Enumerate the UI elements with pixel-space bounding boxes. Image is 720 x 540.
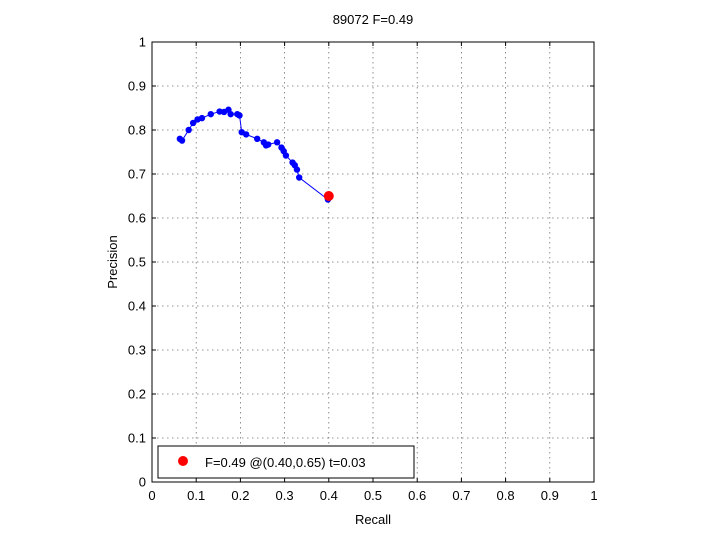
series-point <box>189 119 197 127</box>
y-tick-label: 0 <box>139 475 146 490</box>
y-tick-label: 1 <box>139 35 146 50</box>
series-point <box>236 112 243 119</box>
x-tick-label: 0.6 <box>408 488 426 503</box>
series-line <box>179 109 329 200</box>
y-tick-label: 0.5 <box>128 255 146 270</box>
y-axis-label: Precision <box>105 235 120 288</box>
x-tick-label: 0.2 <box>231 488 249 503</box>
chart-title: 89072 F=0.49 <box>333 12 414 27</box>
axis-ticks: 0 0.1 0.2 0.3 0.4 0.5 0.6 0.7 0.8 0.9 1 0 0.1 0.2 0.3 0… <box>128 35 598 504</box>
x-tick-label: 0.4 <box>320 488 338 503</box>
series-point <box>178 137 186 144</box>
series-point <box>242 131 250 138</box>
x-axis-label: Recall <box>355 512 391 527</box>
best-f-point <box>323 191 334 201</box>
x-tick-label: 0.7 <box>452 488 470 503</box>
legend-marker <box>178 456 188 466</box>
y-tick-label: 0.6 <box>128 211 146 226</box>
y-tick-label: 0.2 <box>128 387 146 402</box>
series-point <box>198 114 206 122</box>
x-tick-label: 0 <box>148 488 155 503</box>
series-point <box>282 152 290 159</box>
x-tick-label: 0.3 <box>276 488 294 503</box>
x-tick-label: 1 <box>590 488 597 503</box>
y-tick-label: 0.3 <box>128 343 146 358</box>
y-tick-label: 0.8 <box>128 123 146 138</box>
legend-label: F=0.49 @(0.40,0.65) t=0.03 <box>205 455 366 470</box>
x-tick-label: 0.1 <box>187 488 205 503</box>
grid-lines <box>152 42 594 482</box>
series-point <box>227 110 234 118</box>
x-tick-label: 0.8 <box>497 488 515 503</box>
series-point <box>207 110 214 118</box>
x-tick-label: 0.5 <box>364 488 382 503</box>
series-point <box>293 166 301 173</box>
y-tick-label: 0.4 <box>128 299 146 314</box>
series-point <box>265 141 272 148</box>
y-tick-label: 0.1 <box>128 431 146 446</box>
y-tick-label: 0.9 <box>128 79 146 94</box>
series-point <box>253 135 261 142</box>
legend-box <box>157 445 415 479</box>
x-tick-label: 0.9 <box>541 488 559 503</box>
legend: F=0.49 @(0.40,0.65) t=0.03 <box>157 445 415 479</box>
series-point <box>295 174 303 181</box>
series-point <box>185 126 192 134</box>
data-series <box>176 106 334 203</box>
y-tick-label: 0.7 <box>128 167 146 182</box>
series-point <box>273 139 281 146</box>
